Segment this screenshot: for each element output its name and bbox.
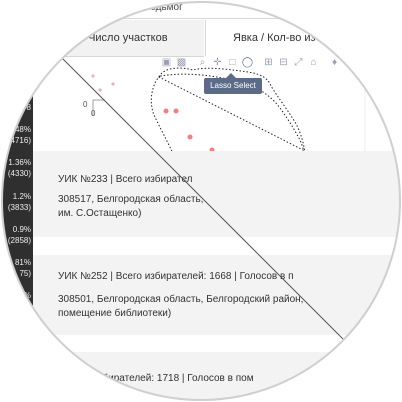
divider-line bbox=[43, 39, 361, 357]
app-window: оссийской Федерации седьмог ата / Число … bbox=[0, 0, 402, 402]
